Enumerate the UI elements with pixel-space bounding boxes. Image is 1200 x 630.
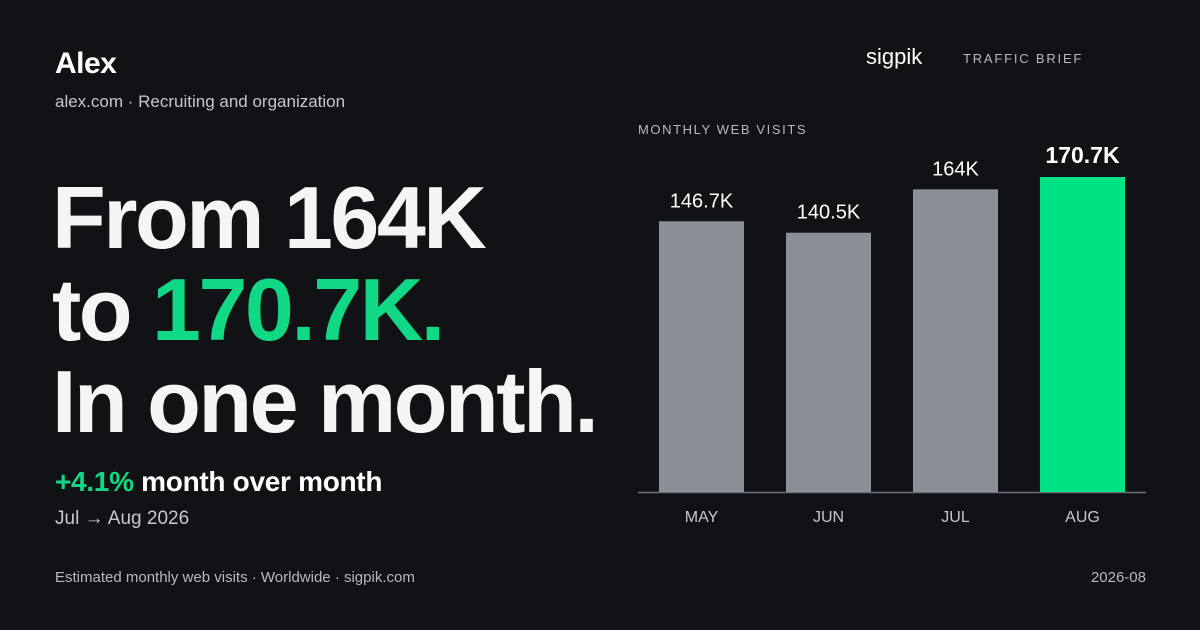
growth-period: Jul → Aug 2026 <box>55 508 190 529</box>
bar-value-label: 164K <box>932 158 979 180</box>
x-tick-label: AUG <box>1065 509 1100 526</box>
chart-title: MONTHLY WEB VISITS <box>638 122 808 137</box>
footer-date: 2026-08 <box>1090 569 1146 586</box>
brand-logo: sigpik <box>866 44 923 69</box>
x-tick-label: JUN <box>813 509 844 526</box>
headline-line-2-prefix: to <box>52 260 153 359</box>
bar-aug <box>1040 177 1125 492</box>
headline: From 164K to 170.7K. In one month. <box>52 172 599 451</box>
headline-line-1: From 164K <box>52 168 487 267</box>
bar-value-label: 140.5K <box>797 202 861 224</box>
growth-percent: +4.1% <box>55 466 134 497</box>
bar-jul <box>913 189 998 492</box>
x-tick-label: MAY <box>685 509 719 526</box>
growth-text: month over month <box>133 466 383 497</box>
x-tick-label: JUL <box>941 509 970 526</box>
company-domain-line: alex.com · Recruiting and organization <box>55 92 346 111</box>
bar-jun <box>786 232 871 492</box>
company-name: Alex <box>55 47 117 80</box>
bar-value-label: 170.7K <box>1045 142 1120 168</box>
headline-line-3: In one month. <box>52 352 599 451</box>
footer-source: Estimated monthly web visits · Worldwide… <box>55 569 415 586</box>
headline-line-2-value: 170.7K. <box>152 260 445 359</box>
brand-tag: TRAFFIC BRIEF <box>963 51 1084 66</box>
bar-value-label: 146.7K <box>670 190 734 212</box>
bar-may <box>659 221 744 493</box>
growth-stat: +4.1% month over month <box>55 466 382 498</box>
